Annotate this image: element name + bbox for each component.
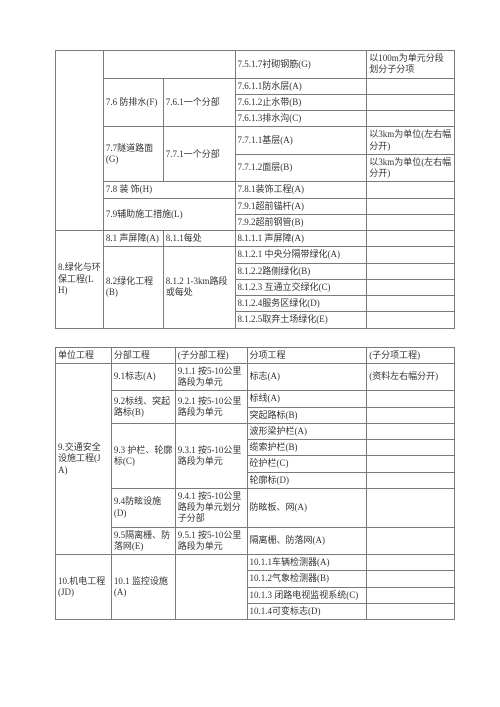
cell: 9.1.1 按5-10公里路段为单元 [175, 363, 247, 391]
cell: 7.9.1超前锚杆(A) [235, 198, 367, 214]
cell [367, 423, 455, 439]
cell: 9.2标线、突起路标(B) [111, 391, 175, 424]
cell: 8.1.2 1-3km路段或每处 [163, 247, 235, 328]
cell [367, 456, 455, 472]
cell: 9.4防眩设施(D) [111, 488, 175, 527]
cell [367, 214, 455, 230]
cell [367, 78, 455, 94]
cell: 9.3 护栏、轮廓标(C) [111, 423, 175, 488]
header-cell: (子分项工程) [367, 347, 455, 363]
cell [367, 571, 455, 587]
cell [367, 263, 455, 279]
cell: 7.8 装 饰(H) [103, 182, 235, 198]
cell: 波形梁护栏(A) [247, 423, 367, 439]
cell: 9.交通安全设施工程(JA) [56, 363, 112, 554]
cell: 10.1.4可变标志(D) [247, 603, 367, 619]
cell [367, 488, 455, 527]
cell [367, 555, 455, 571]
cell: 10.1.2气象检测器(B) [247, 571, 367, 587]
cell: 9.4.1 按5-10公里路段为单元划分子分部 [175, 488, 247, 527]
cell [367, 527, 455, 555]
cell [367, 440, 455, 456]
cell: 以100m为单元分段划分子分项 [367, 51, 455, 79]
cell: 9.5隔离栅、防落网(E) [111, 527, 175, 555]
cell: 以3km为单位(左右幅分开) [367, 127, 455, 155]
cell: 8.1.2.2路侧绿化(B) [235, 263, 367, 279]
cell [367, 296, 455, 312]
cell: 8.1 声屏障(A) [103, 231, 163, 247]
cell [367, 279, 455, 295]
cell [56, 51, 104, 231]
cell: 9.5.1 按5-10公里路段为单元 [175, 527, 247, 555]
header-cell: (子分部工程) [175, 347, 247, 363]
cell: 隔离栅、防落网(A) [247, 527, 367, 555]
cell [367, 407, 455, 423]
cell: 7.8.1装饰工程(A) [235, 182, 367, 198]
cell [103, 51, 235, 79]
cell [367, 182, 455, 198]
cell: 8.1.1每处 [163, 231, 235, 247]
cell: 8.绿化与环保工程(LH) [56, 231, 104, 329]
cell: 7.7隧道路面(G) [103, 127, 163, 182]
cell [367, 198, 455, 214]
cell [367, 587, 455, 603]
cell: 9.1标志(A) [111, 363, 175, 391]
cell: 7.9.2超前钢管(B) [235, 214, 367, 230]
cell: 缆索护栏(B) [247, 440, 367, 456]
cell: 8.1.2.3 互通立交绿化(C) [235, 279, 367, 295]
cell: 7.7.1.1基层(A) [235, 127, 367, 155]
cell: 9.2.1 按5-10公里路段为单元 [175, 391, 247, 424]
cell [367, 391, 455, 407]
cell: 10.1.1车辆检测器(A) [247, 555, 367, 571]
cell: 7.6.1一个分部 [163, 78, 235, 127]
cell: 10.1 监控设施(A) [111, 555, 175, 620]
cell [367, 247, 455, 263]
cell: 7.6 防排水(F) [103, 78, 163, 127]
cell: (资料左右幅分开) [367, 363, 455, 391]
header-cell: 分部工程 [111, 347, 175, 363]
cell: 7.5.1.7衬砌钢筋(G) [235, 51, 367, 79]
cell [367, 603, 455, 619]
cell: 8.2绿化工程(B) [103, 247, 163, 328]
cell: 10.机电工程(JD) [56, 555, 112, 620]
cell [367, 472, 455, 488]
cell [367, 111, 455, 127]
cell: 突起路标(B) [247, 407, 367, 423]
cell [367, 312, 455, 328]
cell: 8.1.1.1 声屏障(A) [235, 231, 367, 247]
cell: 标志(A) [247, 363, 367, 391]
cell: 砼护栏(C) [247, 456, 367, 472]
cell: 10.1.3 闭路电视监视系统(C) [247, 587, 367, 603]
cell: 7.9辅助施工措施(L) [103, 198, 235, 231]
cell: 8.1.2.4服务区绿化(D) [235, 296, 367, 312]
cell: 轮廓标(D) [247, 472, 367, 488]
table-1: 7.5.1.7衬砌钢筋(G) 以100m为单元分段划分子分项 7.6 防排水(F… [55, 50, 455, 329]
cell: 7.7.1一个分部 [163, 127, 235, 182]
cell: 9.3.1 按5-10公里路段为单元 [175, 423, 247, 488]
cell: 7.6.1.1防水层(A) [235, 78, 367, 94]
table-2: 单位工程 分部工程 (子分部工程) 分项工程 (子分项工程) 9.交通安全设施工… [55, 347, 455, 621]
header-cell: 分项工程 [247, 347, 367, 363]
cell: 以3km为单位(左右幅分开) [367, 154, 455, 182]
cell: 7.6.1.2止水带(B) [235, 94, 367, 110]
header-cell: 单位工程 [56, 347, 112, 363]
cell [367, 94, 455, 110]
cell: 标线(A) [247, 391, 367, 407]
cell: 7.6.1.3排水沟(C) [235, 111, 367, 127]
cell: 8.1.2.5取弃土场绿化(E) [235, 312, 367, 328]
cell: 7.7.1.2面层(B) [235, 154, 367, 182]
cell: 防眩板、网(A) [247, 488, 367, 527]
cell [367, 231, 455, 247]
cell [175, 555, 247, 620]
cell: 8.1.2.1 中央分隔带绿化(A) [235, 247, 367, 263]
